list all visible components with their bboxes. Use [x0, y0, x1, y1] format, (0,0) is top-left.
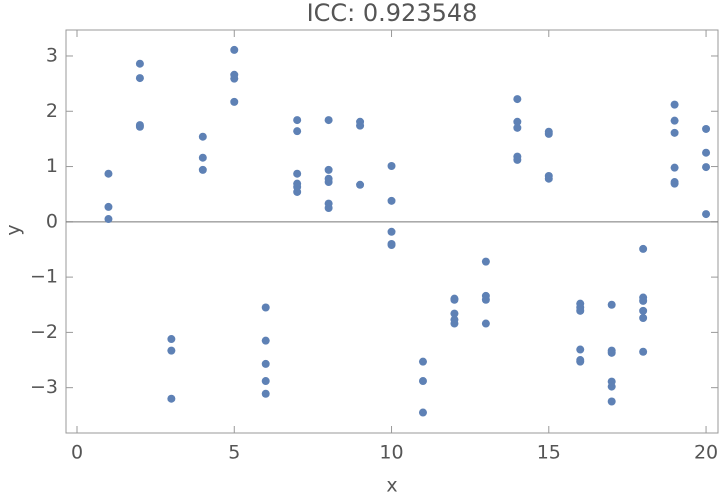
point	[639, 244, 648, 253]
point	[356, 180, 365, 189]
point	[198, 132, 207, 141]
point	[261, 336, 270, 345]
point	[639, 306, 648, 315]
point	[387, 196, 396, 205]
point	[513, 155, 522, 164]
point	[639, 347, 648, 356]
point	[607, 348, 616, 357]
point	[702, 210, 711, 219]
point	[293, 169, 302, 178]
point	[702, 124, 711, 133]
point	[607, 382, 616, 391]
point	[167, 346, 176, 355]
x-tick-label: 0	[71, 442, 83, 464]
point	[104, 202, 113, 211]
point	[418, 357, 427, 366]
y-tick-label: 1	[46, 155, 58, 177]
point	[576, 345, 585, 354]
point	[230, 74, 239, 83]
point	[293, 116, 302, 125]
x-tick-label: 10	[379, 442, 403, 464]
point	[261, 303, 270, 312]
point	[418, 377, 427, 386]
point	[230, 45, 239, 54]
point	[544, 129, 553, 138]
point	[356, 121, 365, 130]
point	[230, 97, 239, 106]
point	[418, 408, 427, 417]
y-tick-label: −3	[30, 376, 58, 398]
point	[387, 227, 396, 236]
point	[104, 169, 113, 178]
point	[324, 178, 333, 187]
y-tick-label: −2	[30, 321, 58, 343]
point	[450, 319, 459, 328]
y-tick-label: 3	[46, 44, 58, 66]
point	[481, 319, 490, 328]
point	[576, 357, 585, 366]
x-axis-label: x	[386, 475, 397, 497]
point	[293, 127, 302, 136]
point	[135, 59, 144, 68]
point	[261, 377, 270, 386]
chart-title: ICC: 0.923548	[307, 0, 478, 27]
point	[198, 153, 207, 162]
y-tick-label: 0	[46, 210, 58, 232]
point	[261, 389, 270, 398]
point	[639, 314, 648, 323]
point	[607, 397, 616, 406]
point	[387, 241, 396, 250]
point	[702, 163, 711, 172]
point	[387, 161, 396, 170]
point	[544, 174, 553, 183]
point	[607, 300, 616, 309]
point	[639, 296, 648, 305]
point	[513, 123, 522, 132]
point	[324, 204, 333, 213]
x-tick-label: 20	[694, 442, 718, 464]
point	[324, 116, 333, 125]
point	[324, 165, 333, 174]
point	[198, 165, 207, 174]
y-tick-label: −1	[30, 266, 58, 288]
point	[670, 128, 679, 137]
point	[670, 179, 679, 188]
point	[670, 100, 679, 109]
point	[135, 74, 144, 83]
point	[293, 187, 302, 196]
point	[450, 309, 459, 318]
point	[670, 116, 679, 125]
x-tick-label: 5	[228, 442, 240, 464]
point	[481, 295, 490, 304]
point	[513, 95, 522, 104]
point	[104, 215, 113, 224]
point	[135, 122, 144, 131]
point	[670, 163, 679, 172]
point	[481, 257, 490, 266]
point	[261, 359, 270, 368]
point	[167, 335, 176, 344]
y-tick-label: 2	[46, 100, 58, 122]
point	[167, 394, 176, 403]
point	[702, 148, 711, 157]
point	[576, 306, 585, 315]
x-tick-label: 15	[537, 442, 561, 464]
point	[513, 117, 522, 126]
y-axis-label: y	[3, 224, 25, 235]
point	[450, 295, 459, 304]
